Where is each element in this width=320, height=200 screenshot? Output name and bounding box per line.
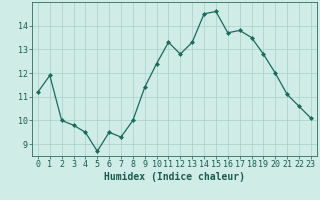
- X-axis label: Humidex (Indice chaleur): Humidex (Indice chaleur): [104, 172, 245, 182]
